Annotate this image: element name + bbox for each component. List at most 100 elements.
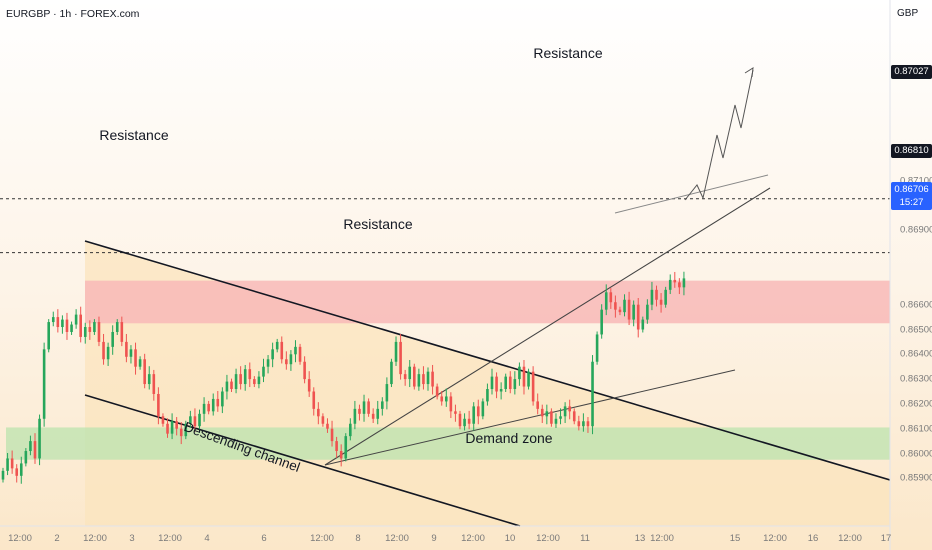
candle-body — [422, 374, 425, 385]
last-price-badge[interactable]: 0.86706 15:27 — [891, 182, 932, 210]
y-tick-label: 0.86500 — [900, 324, 932, 335]
upper-rising-line — [614, 174, 769, 214]
candle-body — [390, 361, 393, 385]
annotation-demand-zone: Demand zone — [465, 430, 553, 446]
candle-body — [125, 341, 128, 357]
candle-body — [540, 408, 544, 417]
candle-body — [106, 346, 110, 360]
candle-body — [344, 436, 348, 459]
candle-body — [285, 359, 288, 365]
candle-body — [444, 396, 448, 402]
candle-body — [152, 374, 156, 394]
candle-body — [6, 458, 9, 471]
candle-body — [431, 371, 434, 387]
candle-body — [179, 428, 183, 437]
candle-body — [545, 411, 549, 417]
resistance-zone — [85, 280, 890, 324]
candle-body — [289, 354, 293, 365]
y-tick-label: 0.87100 — [900, 175, 932, 187]
candle-body — [147, 374, 151, 385]
candle-body — [234, 374, 238, 390]
candle-body — [408, 366, 412, 380]
x-tick-label: 10 — [504, 533, 516, 544]
candle-body — [554, 418, 558, 424]
x-tick-label: 12:00 — [763, 533, 787, 544]
candle-body — [627, 299, 631, 320]
candle-body — [266, 359, 270, 367]
level-badge-upper[interactable]: 0.87027 — [891, 65, 932, 79]
currency-label[interactable]: GBP — [897, 8, 919, 19]
candle-body — [655, 289, 658, 300]
x-tick-label: 12:00 — [461, 533, 485, 544]
candle-body — [499, 389, 503, 392]
x-tick-label: 12:00 — [536, 533, 560, 544]
candle-body — [29, 441, 32, 452]
projection-arrowhead — [744, 67, 754, 78]
candle-body — [312, 391, 316, 409]
candle-body — [134, 349, 137, 367]
candle-body — [271, 349, 274, 360]
candle-body — [202, 403, 206, 414]
channel-lower-line — [84, 394, 521, 527]
candle-body — [239, 374, 242, 385]
candle-body — [394, 341, 398, 362]
x-tick-label: 12:00 — [385, 533, 409, 544]
candle-body — [74, 314, 78, 325]
candle-body — [166, 423, 169, 434]
candle-body — [317, 408, 320, 417]
candle-body — [193, 416, 197, 427]
x-tick-label: 9 — [431, 533, 437, 544]
candle-body — [24, 451, 28, 464]
candle-body — [198, 413, 201, 427]
y-tick-label: 0.86100 — [900, 423, 932, 435]
candle-body — [275, 341, 279, 350]
candle-body — [111, 331, 114, 347]
candle-body — [568, 406, 571, 412]
candle-body — [440, 396, 444, 402]
candle-body — [454, 411, 457, 414]
candle-body — [339, 451, 343, 459]
candle-body — [138, 359, 142, 367]
candle-body — [632, 304, 635, 320]
candle-body — [253, 379, 256, 385]
candle-body — [221, 391, 224, 407]
candle-body — [38, 418, 41, 459]
candle-body — [362, 401, 366, 414]
candle-body — [211, 398, 215, 412]
x-tick-label: 11 — [580, 533, 590, 544]
level-badge-lower[interactable]: 0.86810 — [891, 144, 932, 158]
candle-body — [10, 458, 14, 469]
candle-body — [243, 369, 247, 385]
symbol-title[interactable]: EURGBP · 1h · FOREX.com — [6, 8, 140, 20]
candle-body — [490, 376, 494, 390]
candle-body — [646, 304, 649, 320]
candle-body — [563, 406, 567, 417]
candle-body — [257, 376, 261, 385]
candle-body — [97, 322, 101, 342]
candle-body — [508, 376, 512, 390]
candle-body — [102, 341, 105, 360]
candle-body — [280, 341, 284, 360]
candle-body — [88, 327, 92, 332]
candle-body — [115, 322, 119, 332]
y-tick-label: 0.86200 — [900, 398, 932, 410]
x-tick-label: 12:00 — [83, 533, 107, 544]
candle-body — [623, 299, 626, 313]
candle-body — [664, 289, 667, 305]
candle-body — [522, 366, 526, 387]
annotation-resistance-top: Resistance — [533, 45, 603, 61]
candle-body — [349, 423, 352, 437]
candle-body — [536, 401, 539, 409]
x-tick-label: 12:00 — [310, 533, 334, 544]
candle-body — [19, 463, 23, 476]
candle-body — [335, 441, 338, 452]
candle-body — [591, 361, 594, 427]
projection-path — [684, 69, 754, 201]
candle-body — [582, 421, 585, 427]
candle-body — [303, 361, 306, 380]
candle-body — [371, 413, 375, 419]
candle-body — [216, 398, 220, 407]
x-tick-label: 16 — [807, 533, 819, 544]
